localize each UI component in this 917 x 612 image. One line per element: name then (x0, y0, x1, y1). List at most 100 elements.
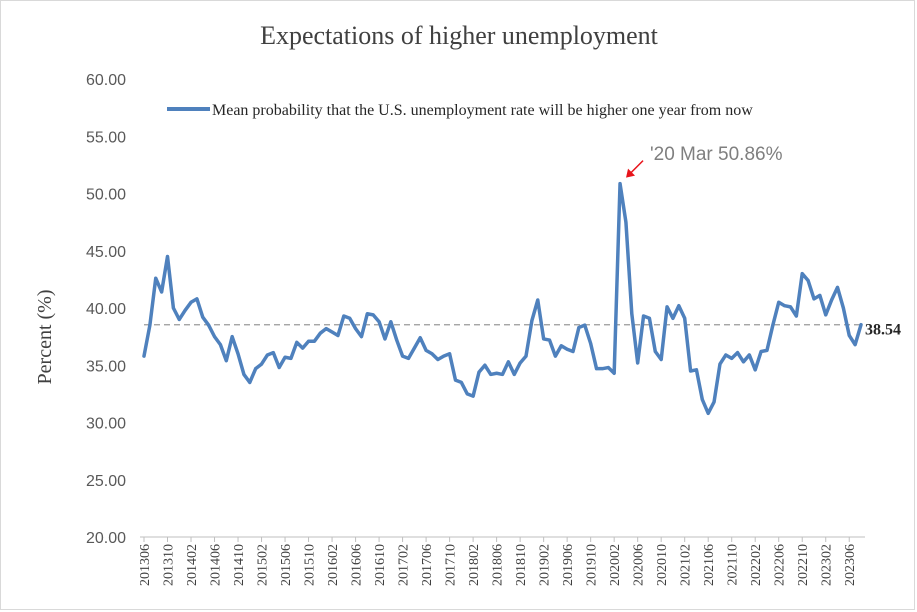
data-point (800, 272, 804, 276)
data-point (171, 306, 175, 310)
series-line-unemployment-expectation (142, 181, 863, 416)
x-tick-label: 202206 (773, 544, 788, 586)
y-tick-label: 25.00 (86, 473, 126, 490)
data-point (336, 333, 340, 337)
x-tick-label: 202302 (820, 544, 835, 586)
data-point (806, 279, 810, 283)
x-tick-label: 201502 (256, 544, 271, 586)
data-point (677, 304, 681, 308)
y-tick-label: 50.00 (86, 187, 126, 204)
legend-label: Mean probability that the U.S. unemploym… (212, 102, 753, 119)
x-tick-label: 202106 (702, 544, 717, 586)
data-point (518, 361, 522, 365)
x-axis-ticks: 201306 201310 201402 201406 201410 201502 2015… (138, 537, 858, 586)
data-point (377, 320, 381, 324)
x-tick-label: 202002 (608, 544, 623, 586)
x-tick-label: 202006 (632, 544, 647, 586)
data-point (783, 304, 787, 308)
data-point (630, 312, 634, 316)
series-points (142, 182, 863, 415)
data-point (254, 367, 258, 371)
data-point (395, 338, 399, 342)
data-point (271, 351, 275, 355)
data-point (830, 298, 834, 302)
data-point (224, 359, 228, 363)
data-point (747, 353, 751, 357)
data-point (694, 368, 698, 372)
y-tick-label: 60.00 (86, 72, 126, 89)
annotation-arrow (629, 160, 644, 175)
x-tick-label: 201706 (420, 544, 435, 586)
y-tick-label: 40.00 (86, 301, 126, 318)
x-tick-label: 201310 (162, 544, 177, 586)
data-point (295, 340, 299, 344)
data-point (665, 305, 669, 309)
data-point (330, 330, 334, 334)
data-point (489, 372, 493, 376)
data-point (148, 323, 152, 327)
data-point (718, 362, 722, 366)
data-point (348, 316, 352, 320)
data-point (824, 313, 828, 317)
data-point (565, 347, 569, 351)
data-point (642, 314, 646, 318)
y-axis-ticks: 20.00 25.00 30.00 35.00 40.00 45.00 50.00 55.00… (86, 72, 126, 547)
data-point (265, 353, 269, 357)
data-point (260, 362, 264, 366)
data-point (189, 300, 193, 304)
x-tick-label: 201410 (232, 544, 247, 586)
data-point (653, 350, 657, 354)
data-point (542, 337, 546, 341)
data-point (201, 315, 205, 319)
data-point (365, 312, 369, 316)
data-point (477, 370, 481, 374)
y-tick-label: 30.00 (86, 416, 126, 433)
data-point (248, 380, 252, 384)
data-point (401, 354, 405, 358)
x-tick-label: 201810 (514, 544, 529, 586)
data-point (536, 298, 540, 302)
data-point (788, 305, 792, 309)
data-point (307, 339, 311, 343)
data-point (724, 353, 728, 357)
data-point (559, 344, 563, 348)
data-point (453, 378, 457, 382)
data-point (142, 354, 146, 358)
data-point (712, 400, 716, 404)
data-point (577, 325, 581, 329)
x-tick-label: 202110 (726, 544, 741, 585)
data-point (218, 343, 222, 347)
data-point (283, 355, 287, 359)
data-point (841, 306, 845, 310)
legend: Mean probability that the U.S. unemploym… (167, 102, 753, 119)
data-point (277, 366, 281, 370)
data-point (595, 367, 599, 371)
data-point (553, 354, 557, 358)
data-point (236, 352, 240, 356)
data-point (583, 323, 587, 327)
data-point (207, 323, 211, 327)
data-point (730, 356, 734, 360)
data-point (471, 394, 475, 398)
x-tick-label: 201606 (350, 544, 365, 586)
data-point (683, 316, 687, 320)
data-point (659, 358, 663, 362)
data-point (359, 335, 363, 339)
data-point (442, 354, 446, 358)
data-point (618, 182, 622, 186)
data-point (483, 363, 487, 367)
data-point (183, 308, 187, 312)
x-tick-label: 201510 (303, 544, 318, 586)
data-point (195, 297, 199, 301)
data-point (312, 339, 316, 343)
data-point (636, 361, 640, 365)
data-point (524, 354, 528, 358)
data-point (160, 290, 164, 294)
x-tick-label: 201406 (209, 544, 224, 586)
data-point (213, 335, 217, 339)
x-tick-label: 201710 (444, 544, 459, 586)
data-point (418, 336, 422, 340)
data-point (835, 285, 839, 289)
